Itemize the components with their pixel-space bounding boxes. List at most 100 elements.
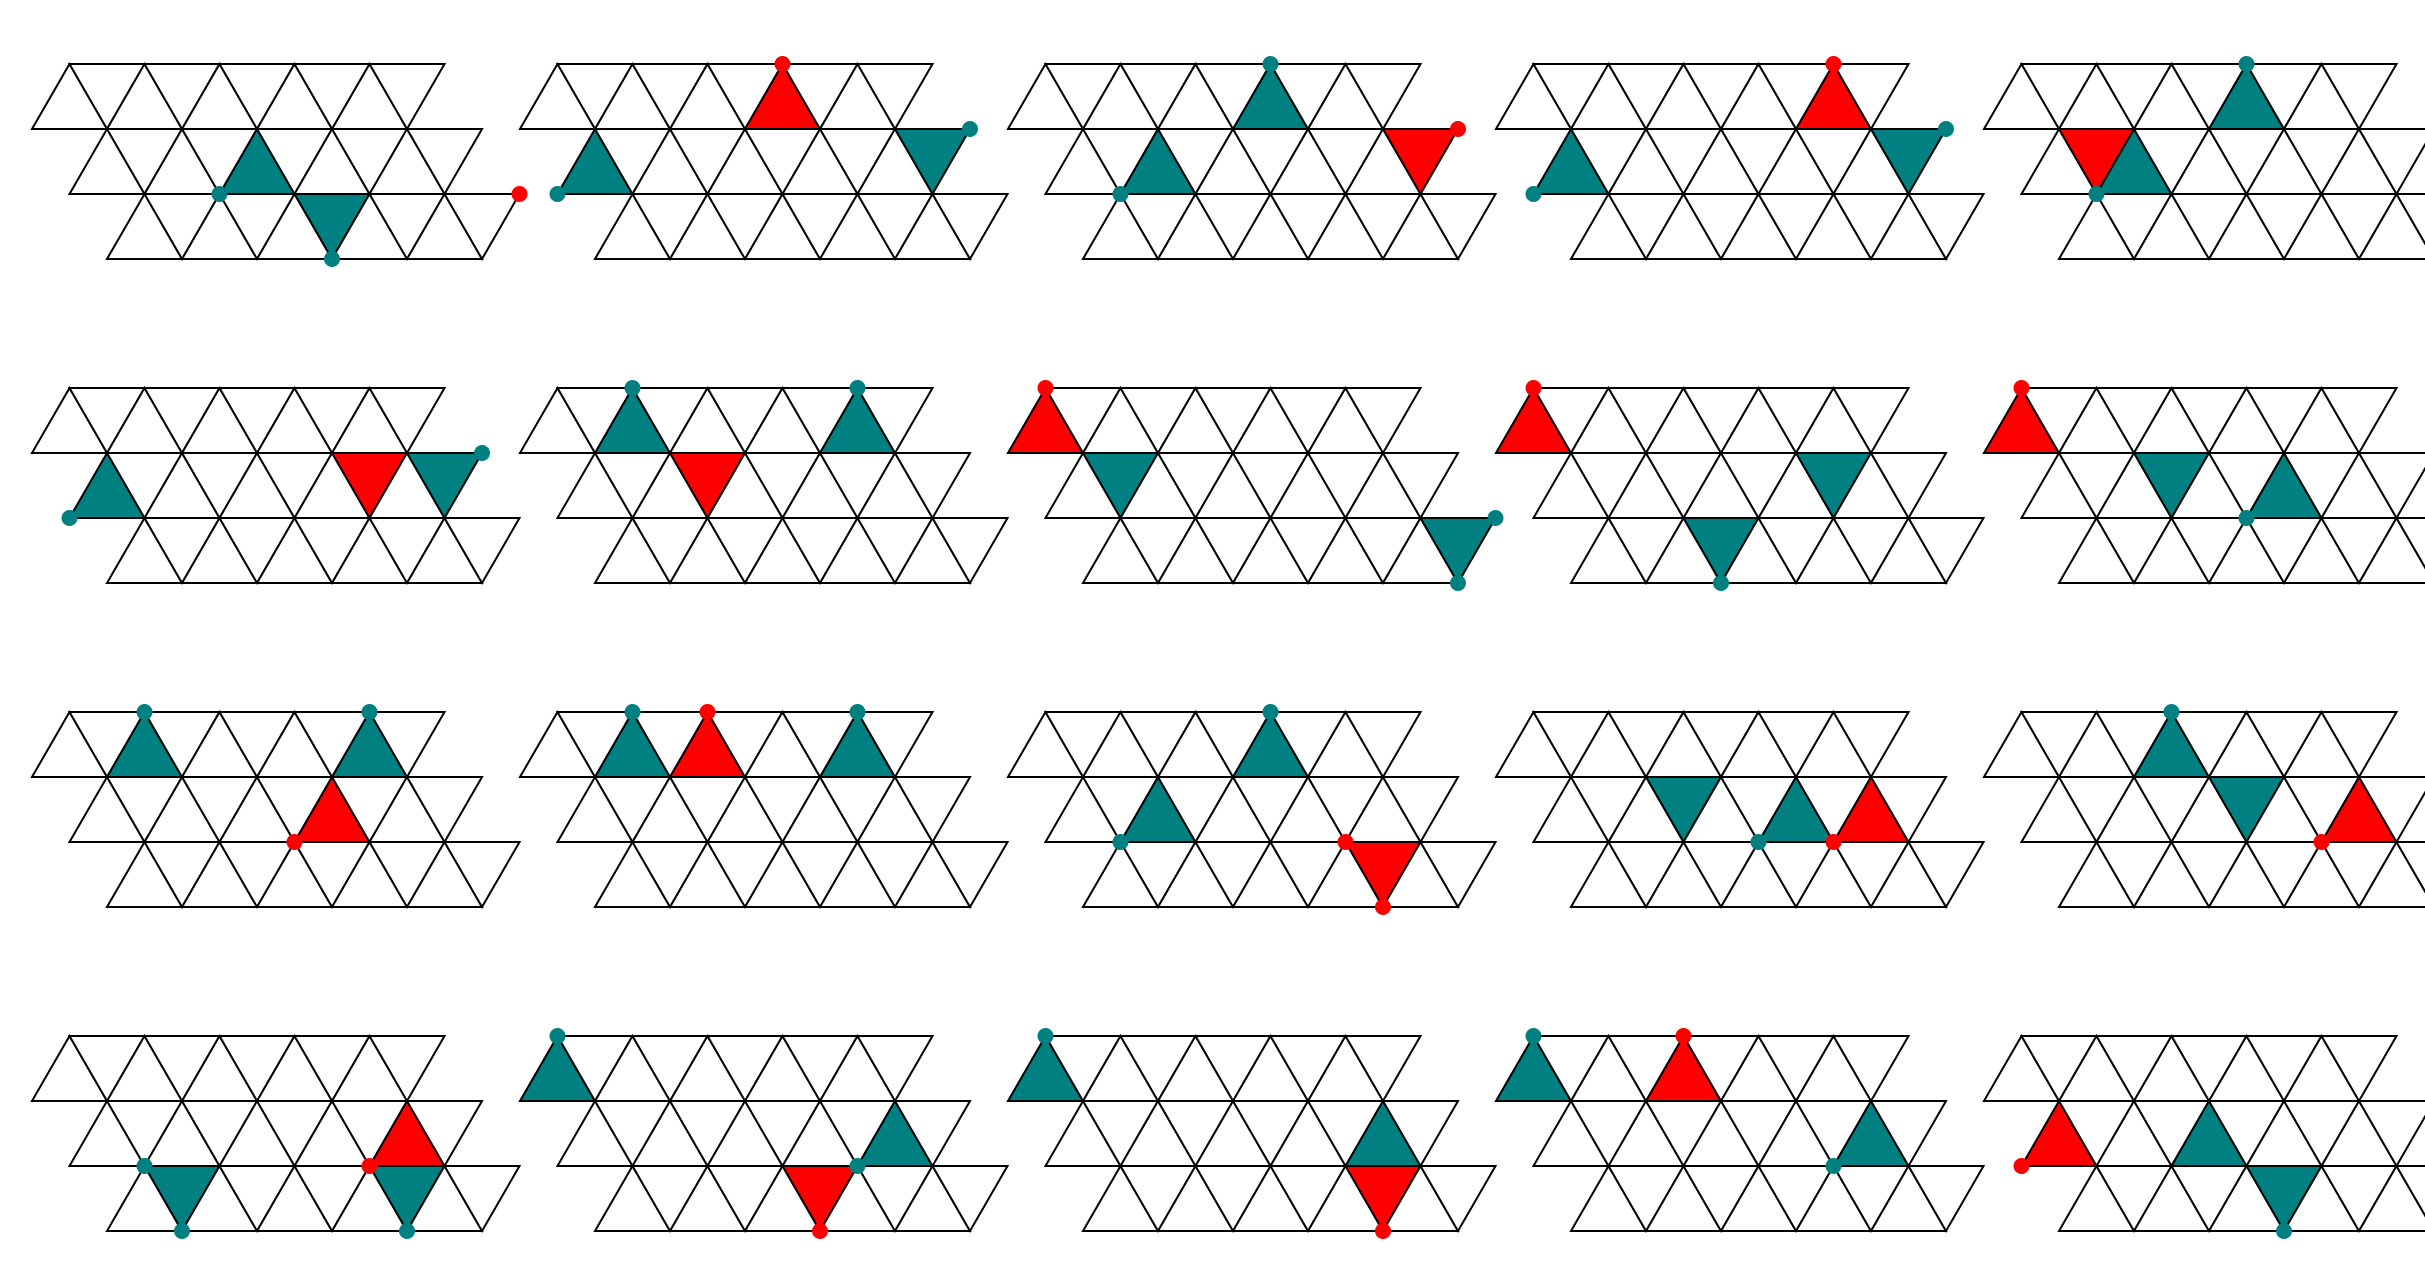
red-marker-dot bbox=[1375, 1223, 1391, 1239]
empty-triangle bbox=[1418, 841, 1498, 910]
teal-marker-dot bbox=[1112, 834, 1129, 850]
empty-triangle bbox=[1418, 1165, 1498, 1234]
teal-marker-dot bbox=[1112, 186, 1129, 202]
empty-triangle bbox=[855, 387, 935, 456]
empty-triangle bbox=[1381, 452, 1460, 521]
empty-triangle bbox=[367, 63, 447, 132]
empty-triangle bbox=[855, 711, 935, 780]
red-marker-dot bbox=[2013, 1158, 2030, 1174]
teal-marker-dot bbox=[474, 445, 490, 461]
empty-triangle bbox=[855, 1035, 935, 1104]
empty-triangle bbox=[1831, 63, 1911, 132]
teal-marker-dot bbox=[61, 510, 78, 526]
grid-panel-14 bbox=[1494, 709, 1986, 910]
red-marker-dot bbox=[2313, 834, 2330, 850]
grid-panel-5 bbox=[1982, 56, 2425, 262]
empty-triangle bbox=[405, 1100, 484, 1169]
grid-panel-16 bbox=[30, 1033, 522, 1239]
red-marker-dot bbox=[511, 186, 528, 202]
empty-triangle bbox=[2394, 1165, 2425, 1218]
red-marker-dot bbox=[286, 834, 303, 850]
grid-panel-9 bbox=[1494, 380, 1986, 591]
empty-triangle bbox=[1869, 452, 1948, 521]
teal-marker-dot bbox=[849, 704, 866, 720]
teal-triangle bbox=[405, 452, 484, 521]
red-marker-dot bbox=[1375, 899, 1391, 915]
empty-triangle bbox=[2394, 193, 2425, 246]
empty-triangle bbox=[855, 63, 935, 132]
red-marker-dot bbox=[699, 704, 716, 720]
teal-marker-dot bbox=[1450, 575, 1466, 591]
empty-triangle bbox=[1906, 193, 1986, 262]
red-marker-dot bbox=[812, 1223, 828, 1239]
empty-triangle bbox=[2357, 1100, 2425, 1169]
empty-triangle bbox=[442, 517, 522, 586]
grid-panel-12 bbox=[518, 704, 1010, 910]
empty-triangle bbox=[893, 1100, 972, 1169]
empty-triangle bbox=[1831, 711, 1911, 780]
teal-marker-dot bbox=[624, 704, 641, 720]
red-marker-dot bbox=[1675, 1028, 1692, 1044]
empty-triangle bbox=[1343, 711, 1423, 780]
empty-triangle bbox=[367, 711, 447, 780]
empty-triangle bbox=[1343, 387, 1423, 456]
red-marker-dot bbox=[2013, 380, 2030, 396]
empty-triangle bbox=[367, 387, 447, 456]
empty-triangle bbox=[893, 776, 972, 845]
grid-panel-10 bbox=[1982, 380, 2425, 586]
teal-marker-dot bbox=[549, 186, 566, 202]
teal-marker-dot bbox=[1525, 1028, 1542, 1044]
empty-triangle bbox=[2394, 841, 2425, 894]
empty-triangle bbox=[1381, 776, 1460, 845]
teal-marker-dot bbox=[1938, 121, 1954, 137]
empty-triangle bbox=[1869, 776, 1948, 845]
grid-panel-15 bbox=[1982, 704, 2425, 910]
teal-marker-dot bbox=[174, 1223, 190, 1239]
empty-triangle bbox=[2319, 1035, 2399, 1104]
empty-triangle bbox=[2357, 452, 2425, 521]
teal-marker-dot bbox=[2276, 1223, 2292, 1239]
teal-marker-dot bbox=[2238, 510, 2255, 526]
teal-marker-dot bbox=[1262, 56, 1279, 72]
empty-triangle bbox=[1831, 387, 1911, 456]
teal-marker-dot bbox=[399, 1223, 415, 1239]
teal-marker-dot bbox=[211, 186, 228, 202]
empty-triangle bbox=[2357, 776, 2425, 845]
empty-triangle bbox=[1381, 1100, 1460, 1169]
empty-triangle bbox=[2394, 517, 2425, 570]
grid-panel-3 bbox=[1006, 56, 1498, 262]
empty-triangle bbox=[2357, 128, 2425, 197]
empty-triangle bbox=[442, 193, 522, 262]
red-marker-dot bbox=[361, 1158, 378, 1174]
red-marker-dot bbox=[1825, 56, 1842, 72]
teal-marker-dot bbox=[361, 704, 378, 720]
empty-triangle bbox=[930, 193, 1010, 262]
grid-panel-4 bbox=[1494, 56, 1986, 262]
teal-marker-dot bbox=[1262, 704, 1279, 720]
empty-triangle bbox=[442, 841, 522, 910]
teal-marker-dot bbox=[962, 121, 978, 137]
empty-triangle bbox=[1418, 193, 1498, 262]
grid-panel-2 bbox=[518, 56, 1010, 262]
empty-triangle bbox=[1831, 1035, 1911, 1104]
red-marker-dot bbox=[1450, 121, 1466, 137]
teal-marker-dot bbox=[136, 1158, 153, 1174]
teal-marker-dot bbox=[624, 380, 641, 396]
teal-marker-dot bbox=[549, 1028, 566, 1044]
red-triangle bbox=[1381, 128, 1460, 197]
red-marker-dot bbox=[1825, 834, 1842, 850]
empty-triangle bbox=[930, 841, 1010, 910]
grid-panel-13 bbox=[1006, 704, 1498, 915]
teal-marker-dot bbox=[1487, 510, 1504, 526]
empty-triangle bbox=[2319, 63, 2399, 132]
teal-marker-dot bbox=[1525, 186, 1542, 202]
empty-triangle bbox=[405, 128, 484, 197]
grid-panel-8 bbox=[1006, 380, 1504, 591]
empty-triangle bbox=[893, 452, 972, 521]
red-marker-dot bbox=[1337, 834, 1354, 850]
grid-panel-1 bbox=[30, 61, 528, 267]
empty-triangle bbox=[1343, 1035, 1423, 1104]
empty-triangle bbox=[930, 1165, 1010, 1234]
teal-marker-dot bbox=[1037, 1028, 1054, 1044]
